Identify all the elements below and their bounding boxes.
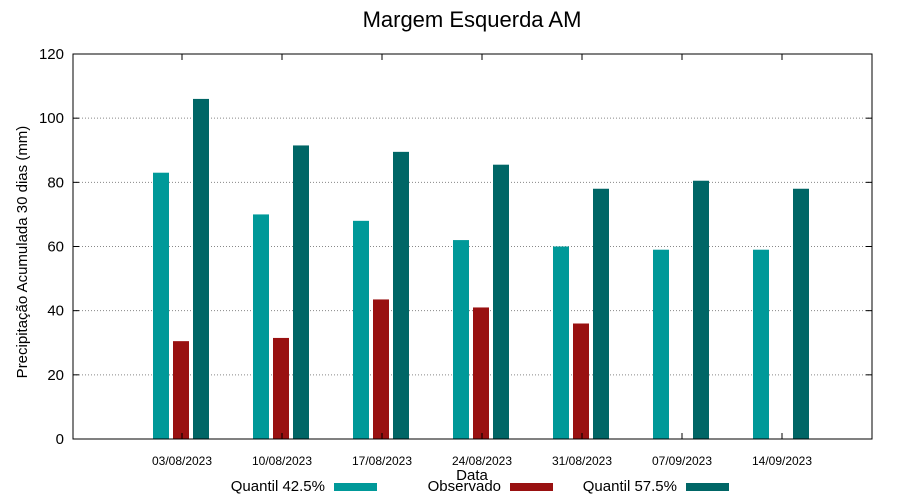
bar-quantil-57-5 [193, 98, 209, 440]
bar-quantil-57-5 [393, 151, 409, 439]
bar-quantil-57-5 [493, 164, 509, 439]
legend-label: Observado [428, 478, 501, 495]
y-axis-label: Precipitação Acumulada 30 dias (mm) [14, 126, 31, 379]
legend: Quantil 42.5% Observado Quantil 57.5% [231, 478, 729, 495]
gridlines [73, 117, 872, 376]
y-tick-label: 120 [39, 46, 64, 63]
bar-quantil-57-5 [593, 188, 609, 439]
bar-quantil-57-5 [793, 188, 809, 439]
x-ticks: 03/08/2023 10/08/2023 17/08/2023 24/08/2023… [152, 54, 812, 468]
x-tick-label: 14/09/2023 [752, 454, 812, 468]
x-tick-label: 24/08/2023 [452, 454, 512, 468]
y-tick-label: 100 [39, 110, 64, 127]
y-tick-label: 80 [47, 174, 64, 191]
legend-label: Quantil 57.5% [583, 478, 677, 495]
y-tick-label: 60 [47, 239, 64, 256]
bar-quantil-42-5 [653, 249, 669, 439]
y-tick-label: 20 [47, 367, 64, 384]
bar-quantil-42-5 [553, 246, 569, 439]
x-axis-label: Data [456, 467, 488, 484]
legend-swatch [686, 483, 729, 491]
legend-swatch [510, 483, 553, 491]
bar-observado [173, 341, 189, 439]
bar-quantil-42-5 [353, 220, 369, 439]
chart-title: Margem Esquerda AM [363, 7, 582, 32]
x-tick-label: 17/08/2023 [352, 454, 412, 468]
bar-quantil-57-5 [693, 180, 709, 439]
bar-observado [573, 323, 589, 439]
x-tick-label: 03/08/2023 [152, 454, 212, 468]
bar-observado [473, 307, 489, 439]
x-tick-label: 07/09/2023 [652, 454, 712, 468]
y-tick-label: 40 [47, 303, 64, 320]
x-tick-label: 31/08/2023 [552, 454, 612, 468]
bar-quantil-42-5 [253, 214, 269, 439]
y-ticks: 0 20 40 60 80 100 120 [39, 46, 872, 448]
bar-observado [273, 337, 289, 439]
bar-quantil-42-5 [153, 172, 169, 440]
bar-observado [373, 299, 389, 439]
bar-quantil-57-5 [293, 145, 309, 439]
bar-quantil-42-5 [753, 249, 769, 439]
y-tick-label: 0 [56, 431, 64, 448]
bars [153, 98, 809, 440]
bar-quantil-42-5 [453, 240, 469, 439]
legend-label: Quantil 42.5% [231, 478, 325, 495]
x-tick-label: 10/08/2023 [252, 454, 312, 468]
legend-swatch [334, 483, 377, 491]
